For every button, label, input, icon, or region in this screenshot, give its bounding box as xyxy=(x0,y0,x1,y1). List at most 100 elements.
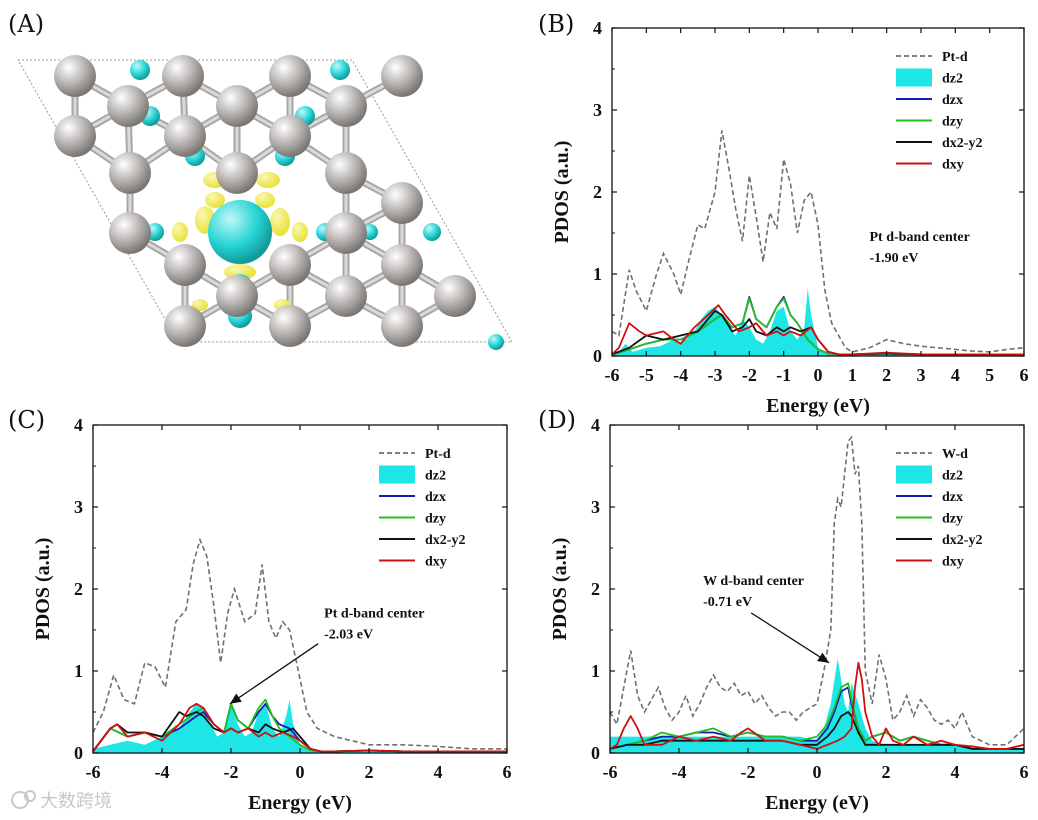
pt-atom xyxy=(216,275,258,317)
legend: W-d dz2 dzx dzy dx2-y2 dxy xyxy=(896,447,982,570)
x-tick-label: 6 xyxy=(1020,365,1029,385)
pt-atom xyxy=(325,85,367,127)
pt-atom xyxy=(107,85,149,127)
pt-atom xyxy=(54,55,96,97)
w-dopant-atom xyxy=(208,200,272,264)
annotation-value: -0.71 eV xyxy=(703,595,752,610)
series-Pt-d-line xyxy=(93,537,507,750)
charge-accumulation-lobe xyxy=(192,299,208,311)
y-tick-label: 4 xyxy=(591,415,600,435)
y-tick-label: 3 xyxy=(591,497,600,517)
plot-area xyxy=(610,435,1024,753)
y-axis-title: PDOS (a.u.) xyxy=(551,141,573,244)
x-tick-label: -3 xyxy=(708,365,723,385)
y-tick-label: 4 xyxy=(593,18,602,38)
x-tick-label: 0 xyxy=(296,762,305,782)
y-tick-label: 0 xyxy=(593,346,602,366)
legend-label: W-d xyxy=(942,447,968,462)
pt-atom xyxy=(162,55,204,97)
legend-label: dzy xyxy=(942,115,963,130)
pt-atom xyxy=(381,244,423,286)
x-tick-label: -4 xyxy=(155,762,170,782)
pt-atom xyxy=(381,182,423,224)
panel-d-chart: (D) -6 -4 -2 0 2 4 6 0 1 2 3 4 Energy (eV) PDOS (a.u.)… xyxy=(538,406,1029,814)
annotation-value: -2.03 eV xyxy=(324,628,373,643)
x-tick-label: -2 xyxy=(741,762,756,782)
legend-label: dxy xyxy=(942,555,964,570)
y-axis-title: PDOS (a.u.) xyxy=(32,538,54,641)
series-Pt-d-line xyxy=(612,130,1024,353)
series-dz2-area xyxy=(610,658,1024,753)
plot-area xyxy=(93,537,507,753)
x-tick-label: 4 xyxy=(951,762,960,782)
x-tick-label: 4 xyxy=(951,365,960,385)
x-tick-label: -4 xyxy=(672,762,687,782)
panel-label: (B) xyxy=(538,10,574,38)
charge-accumulation-lobe xyxy=(172,222,188,242)
y-tick-label: 2 xyxy=(74,579,83,599)
charge-depletion-lobe xyxy=(130,60,150,80)
series-W-d-line xyxy=(610,435,1024,746)
x-axis-title: Energy (eV) xyxy=(248,792,352,814)
pt-atom xyxy=(325,275,367,317)
x-tick-label: -6 xyxy=(605,365,620,385)
x-tick-label: -2 xyxy=(742,365,757,385)
legend-label: dzx xyxy=(942,93,963,108)
panel-a-structure: (A) xyxy=(8,10,513,350)
series-dxy-line xyxy=(93,702,507,753)
legend-label: dz2 xyxy=(942,72,963,87)
legend-label: dxy xyxy=(942,158,964,173)
charge-accumulation-lobe xyxy=(292,222,308,242)
x-tick-label: 1 xyxy=(848,365,857,385)
pt-atom xyxy=(216,152,258,194)
pt-atom xyxy=(325,212,367,254)
x-tick-label: -1 xyxy=(776,365,791,385)
annotation-title: Pt d-band center xyxy=(870,230,970,245)
legend-label: dx2-y2 xyxy=(942,136,982,151)
y-tick-label: 3 xyxy=(593,100,602,120)
y-tick-label: 1 xyxy=(591,661,600,681)
x-tick-label: 6 xyxy=(1020,762,1029,782)
pt-atom xyxy=(269,115,311,157)
y-tick-label: 3 xyxy=(74,497,83,517)
x-tick-label: -5 xyxy=(639,365,654,385)
d-band-center-annotation: W d-band center -0.71 eV xyxy=(703,574,830,664)
legend: Pt-d dz2 dzx dzy dx2-y2 dxy xyxy=(379,447,465,570)
legend-label: dx2-y2 xyxy=(425,533,465,548)
x-tick-label: 2 xyxy=(882,365,891,385)
pt-atom xyxy=(269,55,311,97)
annotation-title: Pt d-band center xyxy=(324,607,424,622)
pt-atom xyxy=(381,55,423,97)
y-tick-label: 1 xyxy=(593,264,602,284)
x-tick-label: 6 xyxy=(503,762,512,782)
legend: Pt-d dz2 dzx dzy dx2-y2 dxy xyxy=(896,50,982,173)
y-tick-label: 0 xyxy=(74,743,83,763)
series-dxy-line xyxy=(610,661,1024,750)
annotation-arrow xyxy=(229,643,319,705)
y-tick-label: 1 xyxy=(74,661,83,681)
series-dz2-area xyxy=(612,288,1024,356)
legend-label: Pt-d xyxy=(942,50,968,65)
legend-label: dzy xyxy=(942,512,963,527)
y-axis-title: PDOS (a.u.) xyxy=(549,538,571,641)
legend-label: dzx xyxy=(425,490,446,505)
pt-atom xyxy=(325,152,367,194)
y-tick-label: 4 xyxy=(74,415,83,435)
panel-label: (D) xyxy=(538,406,576,434)
watermark: 大数跨境 xyxy=(40,791,112,812)
legend-swatch xyxy=(379,465,415,484)
annotation-arrowhead xyxy=(817,652,830,663)
d-band-center-annotation: Pt d-band center -2.03 eV xyxy=(229,607,424,705)
x-axis-title: Energy (eV) xyxy=(766,395,870,417)
y-tick-label: 2 xyxy=(591,579,600,599)
x-tick-label: 4 xyxy=(434,762,443,782)
pt-atom xyxy=(164,244,206,286)
charge-depletion-lobe xyxy=(488,334,504,350)
pt-atom xyxy=(109,212,151,254)
charge-depletion-lobe xyxy=(423,223,441,241)
x-tick-label: 5 xyxy=(985,365,994,385)
charge-accumulation-lobe xyxy=(256,172,280,188)
pt-atom xyxy=(434,275,476,317)
x-tick-label: 3 xyxy=(917,365,926,385)
